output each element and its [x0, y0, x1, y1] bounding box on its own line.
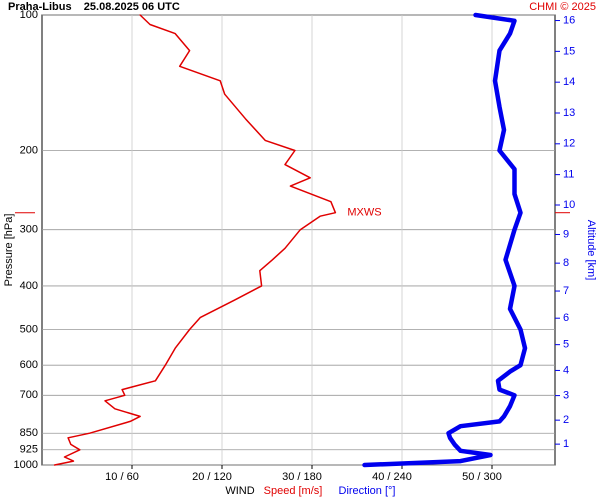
y-tick-label: 100	[20, 9, 38, 21]
y2-tick-label: 2	[563, 414, 569, 426]
y-tick-label: 850	[20, 427, 38, 439]
y2-tick-label: 4	[563, 364, 569, 376]
y2-tick-label: 14	[563, 76, 575, 88]
y2-tick-label: 7	[563, 285, 569, 297]
y-tick-label: 925	[20, 444, 38, 456]
x-axis-label: WIND	[225, 485, 254, 497]
y2-axis-label: Altitude [km]	[585, 220, 597, 281]
x-tick-label: 10 / 60	[105, 471, 139, 483]
y-tick-label: 200	[20, 144, 38, 156]
y-tick-label: 600	[20, 359, 38, 371]
y2-tick-label: 11	[563, 169, 574, 181]
y-axis-label: Pressure [hPa]	[3, 214, 15, 287]
y-tick-label: 700	[20, 389, 38, 401]
y2-tick-label: 10	[563, 199, 575, 211]
y-tick-label: 500	[20, 323, 38, 335]
y2-tick-label: 3	[563, 390, 569, 402]
x-tick-label: 50 / 300	[462, 471, 502, 483]
series-line	[362, 12, 528, 468]
y2-tick-label: 9	[563, 228, 569, 240]
x-tick-label: 40 / 240	[372, 471, 412, 483]
y2-tick-label: 5	[563, 339, 569, 351]
chart-title: Praha-Libus 25.08.2025 06 UTC	[8, 1, 180, 13]
y2-tick-label: 13	[563, 107, 575, 119]
y-tick-label: 300	[20, 224, 38, 236]
y2-tick-label: 16	[563, 14, 575, 26]
annotation: MXWS	[347, 207, 381, 219]
y2-tick-label: 12	[563, 138, 575, 150]
credit: CHMI © 2025	[529, 1, 596, 13]
y2-tick-label: 8	[563, 257, 569, 269]
y2-tick-label: 1	[563, 438, 569, 450]
y2-tick-label: 6	[563, 312, 569, 324]
y2-tick-label: 15	[563, 45, 575, 57]
y-tick-label: 1000	[14, 459, 38, 471]
x-tick-label: 30 / 180	[282, 471, 322, 483]
x-tick-label: 20 / 120	[192, 471, 232, 483]
y-tick-label: 400	[20, 280, 38, 292]
speed-label: Speed [m/s]	[264, 485, 323, 497]
series-line	[53, 14, 337, 466]
direction-label: Direction [°]	[339, 485, 396, 497]
